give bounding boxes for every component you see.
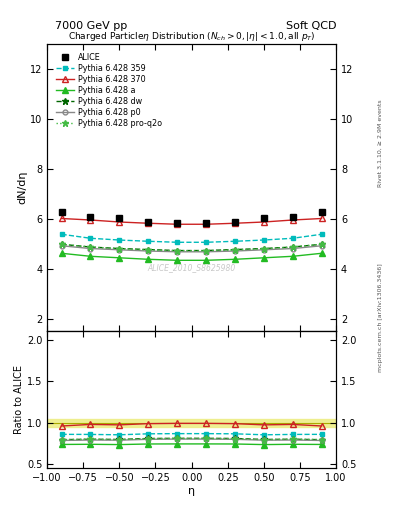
Y-axis label: dN/dη: dN/dη: [17, 170, 27, 204]
X-axis label: η: η: [188, 486, 195, 496]
Text: mcplots.cern.ch [arXiv:1306.3436]: mcplots.cern.ch [arXiv:1306.3436]: [378, 263, 383, 372]
Bar: [47, 419, 336, 427]
Text: 7000 GeV pp: 7000 GeV pp: [55, 20, 127, 31]
Text: ALICE_2010_S8625980: ALICE_2010_S8625980: [147, 264, 236, 272]
Text: Rivet 3.1.10, ≥ 2.9M events: Rivet 3.1.10, ≥ 2.9M events: [378, 99, 383, 187]
Legend: ALICE, Pythia 6.428 359, Pythia 6.428 370, Pythia 6.428 a, Pythia 6.428 dw, Pyth: ALICE, Pythia 6.428 359, Pythia 6.428 37…: [54, 50, 165, 131]
Y-axis label: Ratio to ALICE: Ratio to ALICE: [14, 366, 24, 435]
Title: Charged Particle$\eta$ Distribution $(N_{ch} > 0, |\eta| < 1.0, \mathrm{all}\ p_: Charged Particle$\eta$ Distribution $(N_…: [68, 30, 316, 44]
Text: Soft QCD: Soft QCD: [286, 20, 336, 31]
